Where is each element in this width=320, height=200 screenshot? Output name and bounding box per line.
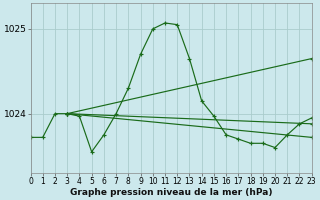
X-axis label: Graphe pression niveau de la mer (hPa): Graphe pression niveau de la mer (hPa) — [70, 188, 272, 197]
